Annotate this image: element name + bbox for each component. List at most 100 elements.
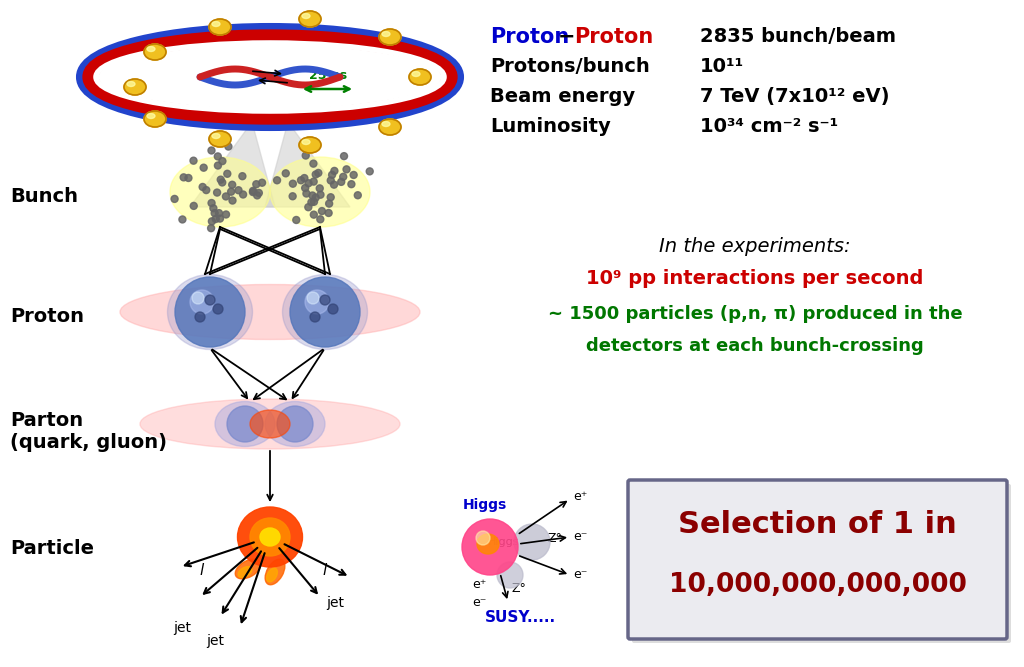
Ellipse shape — [250, 518, 290, 556]
Ellipse shape — [144, 44, 166, 60]
Circle shape — [350, 171, 357, 179]
Circle shape — [343, 166, 350, 173]
Circle shape — [328, 177, 334, 184]
Ellipse shape — [302, 13, 310, 19]
Text: 7 TeV (7x10¹² eV): 7 TeV (7x10¹² eV) — [700, 87, 890, 106]
Circle shape — [208, 199, 215, 207]
Circle shape — [240, 191, 247, 198]
Text: Luminosity: Luminosity — [490, 117, 610, 136]
Ellipse shape — [266, 568, 278, 582]
Circle shape — [179, 216, 186, 223]
Text: l: l — [323, 563, 327, 578]
Circle shape — [367, 168, 373, 175]
Ellipse shape — [212, 21, 220, 27]
Circle shape — [210, 205, 217, 211]
Circle shape — [338, 178, 345, 185]
Ellipse shape — [299, 137, 321, 153]
Circle shape — [340, 173, 347, 180]
Circle shape — [224, 170, 230, 177]
Circle shape — [289, 193, 296, 200]
FancyBboxPatch shape — [632, 484, 1011, 643]
Ellipse shape — [236, 559, 261, 579]
Circle shape — [328, 193, 334, 201]
Circle shape — [180, 174, 187, 181]
Ellipse shape — [412, 71, 420, 77]
Circle shape — [217, 176, 224, 183]
Circle shape — [310, 312, 319, 322]
Circle shape — [305, 179, 312, 187]
Circle shape — [229, 197, 236, 204]
Circle shape — [302, 152, 309, 159]
Circle shape — [290, 180, 296, 187]
Text: l: l — [200, 563, 204, 578]
Ellipse shape — [265, 402, 325, 446]
Circle shape — [325, 209, 332, 217]
Text: 10³⁴ cm⁻² s⁻¹: 10³⁴ cm⁻² s⁻¹ — [700, 117, 839, 136]
Circle shape — [212, 215, 219, 223]
Ellipse shape — [170, 157, 270, 227]
Ellipse shape — [127, 81, 135, 87]
Text: 25 ns: 25 ns — [309, 69, 347, 82]
Text: Higgs: Higgs — [463, 498, 507, 512]
Circle shape — [301, 175, 308, 181]
Circle shape — [497, 562, 523, 588]
Ellipse shape — [209, 19, 231, 35]
Ellipse shape — [382, 121, 390, 127]
Circle shape — [208, 147, 215, 154]
Text: jet: jet — [206, 634, 224, 648]
Circle shape — [341, 153, 347, 159]
Text: detectors at each bunch-crossing: detectors at each bunch-crossing — [586, 337, 924, 355]
Circle shape — [199, 183, 206, 191]
Circle shape — [314, 169, 322, 177]
Circle shape — [278, 406, 313, 442]
Ellipse shape — [260, 528, 280, 546]
Text: Proton: Proton — [10, 307, 84, 327]
Text: Beam energy: Beam energy — [490, 87, 635, 106]
Text: jet: jet — [173, 621, 191, 635]
Circle shape — [312, 194, 319, 201]
Circle shape — [214, 162, 221, 169]
Circle shape — [216, 215, 223, 222]
Ellipse shape — [239, 566, 252, 578]
Circle shape — [316, 216, 324, 223]
Circle shape — [331, 181, 338, 188]
Circle shape — [175, 277, 245, 347]
Circle shape — [319, 295, 330, 305]
Circle shape — [227, 188, 234, 195]
Circle shape — [193, 292, 204, 304]
Circle shape — [316, 185, 324, 192]
Circle shape — [305, 290, 329, 314]
Circle shape — [214, 153, 221, 160]
Circle shape — [219, 179, 225, 186]
Circle shape — [213, 304, 223, 314]
Circle shape — [254, 192, 261, 199]
Text: 10,000,000,000,000: 10,000,000,000,000 — [669, 572, 967, 598]
Circle shape — [190, 157, 197, 164]
Text: Particle: Particle — [10, 540, 94, 558]
Text: 10¹¹: 10¹¹ — [700, 57, 744, 76]
Ellipse shape — [382, 31, 390, 37]
Text: e⁺: e⁺ — [472, 578, 486, 592]
Ellipse shape — [379, 29, 401, 45]
Circle shape — [185, 175, 191, 181]
Circle shape — [312, 171, 319, 178]
Text: Selection of 1 in: Selection of 1 in — [678, 510, 956, 539]
Circle shape — [317, 191, 324, 198]
Circle shape — [219, 157, 226, 165]
Text: e⁻: e⁻ — [573, 568, 588, 582]
Circle shape — [310, 178, 317, 185]
Circle shape — [476, 531, 490, 545]
Circle shape — [195, 312, 205, 322]
Text: −: − — [558, 27, 575, 47]
Text: Z°: Z° — [512, 582, 527, 596]
Ellipse shape — [209, 131, 231, 147]
Ellipse shape — [212, 133, 220, 139]
Circle shape — [227, 406, 263, 442]
Ellipse shape — [409, 69, 431, 85]
Ellipse shape — [120, 285, 420, 340]
Text: 10⁹ pp interactions per second: 10⁹ pp interactions per second — [587, 269, 924, 288]
Ellipse shape — [238, 507, 302, 567]
FancyBboxPatch shape — [628, 480, 1007, 639]
Circle shape — [190, 202, 198, 209]
Text: Z°: Z° — [548, 532, 563, 546]
